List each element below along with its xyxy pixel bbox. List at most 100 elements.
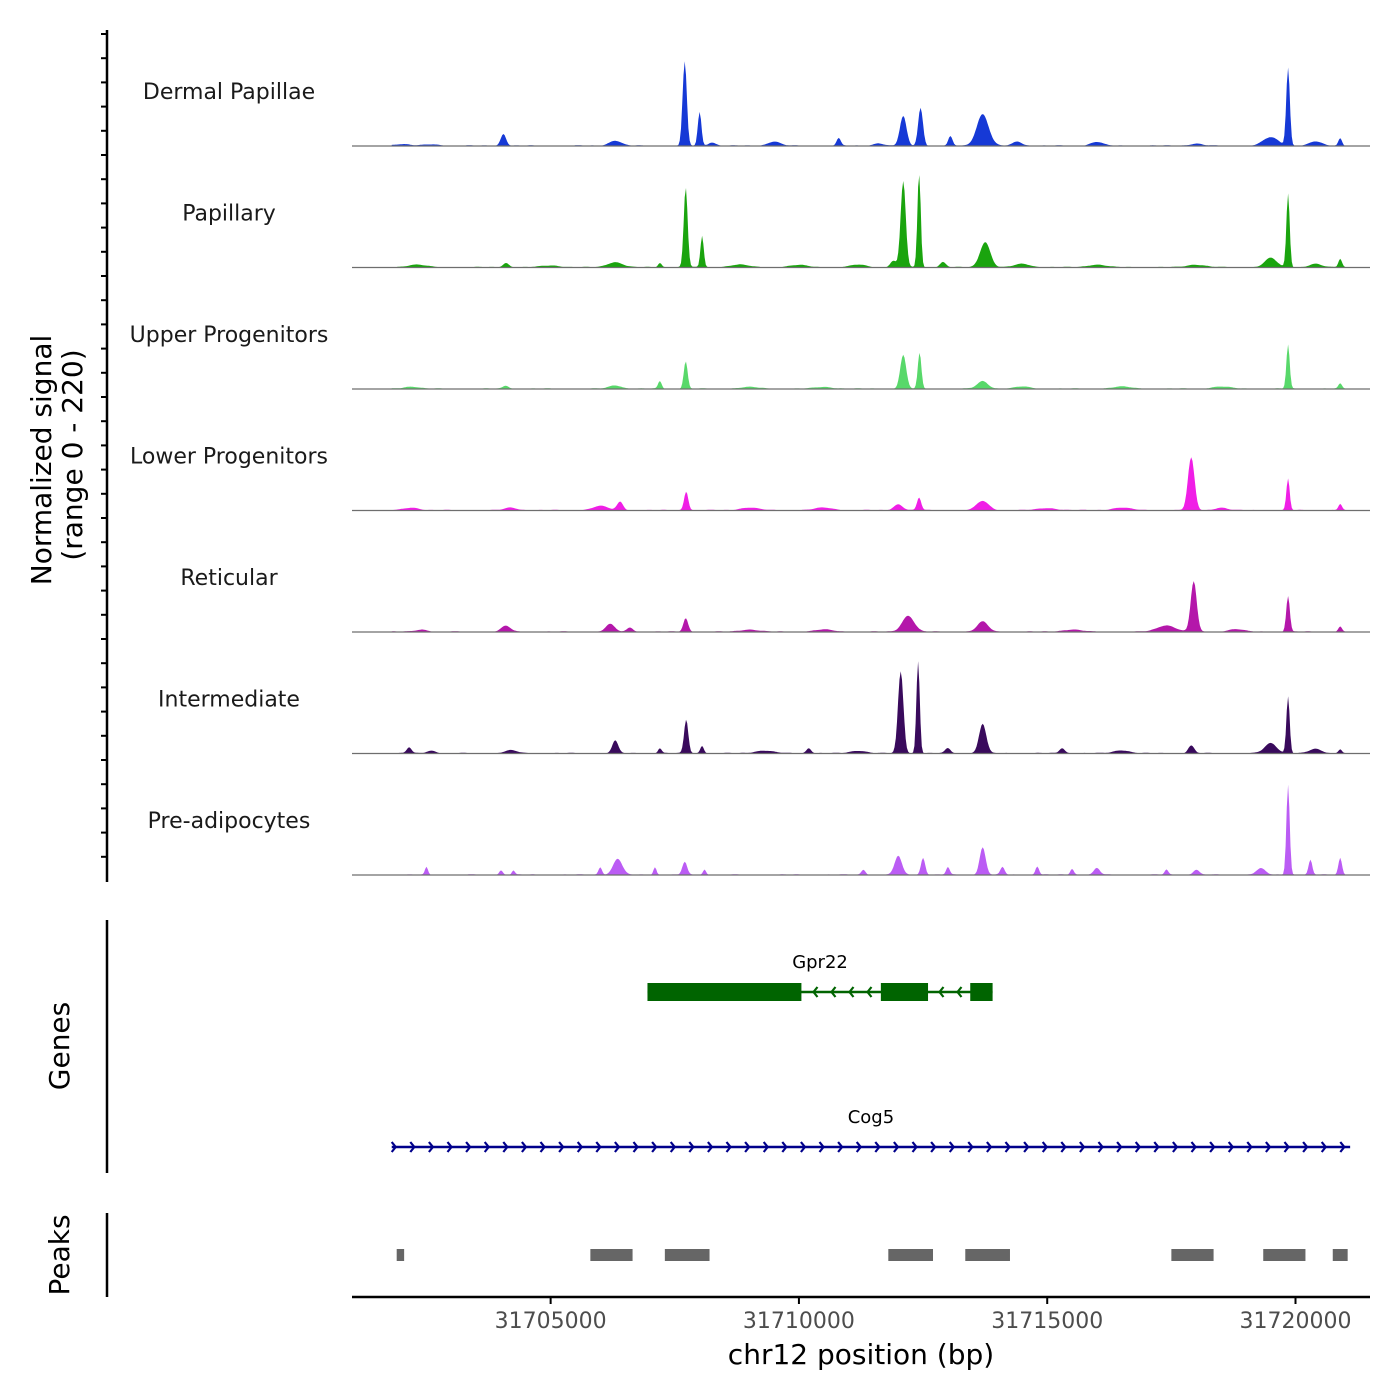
track-label-upper-progenitors: Upper Progenitors: [130, 323, 329, 348]
exon-gpr22: [880, 983, 929, 1001]
strand-chevron: [930, 1141, 937, 1153]
strand-chevron: [632, 1141, 639, 1153]
strand-chevron: [725, 1141, 732, 1153]
coverage-area-intermediate: [391, 661, 1346, 754]
strand-chevron: [1320, 1141, 1328, 1153]
position-x-axis: 31705000 31710000 31715000 31720000: [352, 1295, 1370, 1334]
x-tick-label: 31715000: [991, 1309, 1103, 1334]
track-lower-progenitors: Lower Progenitors: [130, 445, 1370, 512]
coverage-area-lower-progenitors: [391, 457, 1346, 511]
strand-chevron: [688, 1141, 695, 1153]
strand-chevron: [948, 1141, 956, 1153]
strand-chevron: [502, 1141, 509, 1153]
strand-chevron: [1172, 1141, 1179, 1153]
strand-chevron: [1079, 1141, 1086, 1153]
peak-region: [664, 1249, 710, 1261]
genes-axis-title: Genes: [43, 1002, 76, 1090]
strand-chevron: [576, 1141, 584, 1153]
strand-chevron: [744, 1141, 751, 1153]
strand-chevron: [521, 1141, 528, 1153]
signal-axis-range: (range 0 - 220): [56, 349, 89, 560]
strand-chevron: [1116, 1141, 1123, 1153]
coverage-tracks: Dermal Papillae Papillary Upper Progenitor…: [130, 61, 1370, 876]
strand-chevron: [911, 1141, 918, 1153]
signal-axis-title: Normalized signal: [25, 335, 58, 586]
strand-chevron: [614, 1141, 621, 1153]
strand-chevron: [483, 1141, 491, 1153]
strand-chevron: [446, 1141, 453, 1153]
peak-region: [1171, 1249, 1214, 1261]
genes-panel: Genes Gpr22 Cog5: [43, 920, 1351, 1173]
strand-chevron: [800, 1141, 807, 1153]
peaks-panel: Peaks: [43, 1213, 1348, 1297]
gene-gpr22: Gpr22: [647, 952, 993, 1001]
coverage-area-reticular: [391, 581, 1346, 632]
x-tick-label: 31710000: [743, 1309, 855, 1334]
coverage-area-pre-adipocytes: [391, 784, 1346, 875]
coverage-area-papillary: [391, 175, 1346, 268]
strand-chevron: [812, 986, 819, 998]
track-label-pre-adipocytes: Pre-adipocytes: [148, 809, 311, 834]
strand-chevron: [818, 1141, 825, 1153]
x-tick-label: 31705000: [495, 1309, 607, 1334]
track-label-dermal-papillae: Dermal Papillae: [143, 80, 315, 105]
track-label-lower-progenitors: Lower Progenitors: [130, 445, 328, 470]
strand-chevron: [1134, 1141, 1142, 1153]
strand-chevron: [390, 1141, 398, 1153]
strand-chevron: [1041, 1141, 1049, 1153]
gene-label-cog5: Cog5: [848, 1107, 894, 1128]
track-label-intermediate: Intermediate: [158, 688, 300, 713]
track-dermal-papillae: Dermal Papillae: [143, 61, 1370, 147]
peak-regions: [396, 1249, 1348, 1261]
strand-chevron: [558, 1141, 565, 1153]
strand-chevron: [986, 1141, 993, 1153]
gene-label-gpr22: Gpr22: [792, 952, 848, 973]
track-intermediate: Intermediate: [158, 661, 1370, 755]
x-tick-label: 31720000: [1240, 1309, 1352, 1334]
coverage-area-upper-progenitors: [391, 344, 1346, 389]
peaks-axis-title: Peaks: [43, 1214, 76, 1295]
strand-chevron: [874, 1141, 881, 1153]
strand-chevron: [669, 1141, 677, 1153]
track-reticular: Reticular: [180, 566, 1370, 633]
strand-chevron: [956, 986, 963, 998]
position-axis-title: chr12 position (bp): [728, 1338, 994, 1371]
peak-region: [590, 1249, 633, 1261]
strand-chevron: [1209, 1141, 1216, 1153]
strand-chevron: [938, 986, 945, 998]
strand-chevron: [539, 1141, 546, 1153]
strand-chevron: [1023, 1141, 1030, 1153]
strand-chevron: [855, 1141, 863, 1153]
peak-region: [396, 1249, 405, 1261]
strand-chevron: [409, 1141, 416, 1153]
strand-chevron: [762, 1141, 770, 1153]
strand-chevron: [1283, 1141, 1290, 1153]
strand-chevron: [651, 1141, 658, 1153]
strand-chevron: [1097, 1141, 1104, 1153]
position-x-ticks: 31705000 31710000 31715000 31720000: [495, 1297, 1352, 1334]
strand-chevron: [1302, 1141, 1309, 1153]
strand-chevron: [1153, 1141, 1160, 1153]
exon-gpr22: [647, 983, 802, 1001]
track-upper-progenitors: Upper Progenitors: [130, 323, 1370, 390]
peak-region: [1332, 1249, 1348, 1261]
strand-chevron: [595, 1141, 602, 1153]
peak-region: [888, 1249, 934, 1261]
signal-y-axis: [101, 30, 109, 882]
track-label-reticular: Reticular: [180, 566, 278, 591]
strand-chevron: [428, 1141, 435, 1153]
strand-chevron: [1246, 1141, 1253, 1153]
strand-chevron: [866, 986, 873, 998]
gene-models: Gpr22 Cog5: [390, 952, 1351, 1153]
peak-region: [965, 1249, 1010, 1261]
peak-region: [1263, 1249, 1306, 1261]
strand-chevron: [781, 1141, 788, 1153]
strand-chevron: [465, 1141, 472, 1153]
track-label-papillary: Papillary: [182, 202, 276, 227]
strand-chevron: [830, 986, 837, 998]
exon-gpr22: [970, 983, 993, 1001]
track-pre-adipocytes: Pre-adipocytes: [148, 784, 1370, 876]
coverage-area-dermal-papillae: [391, 61, 1346, 146]
strand-chevron: [1190, 1141, 1197, 1153]
